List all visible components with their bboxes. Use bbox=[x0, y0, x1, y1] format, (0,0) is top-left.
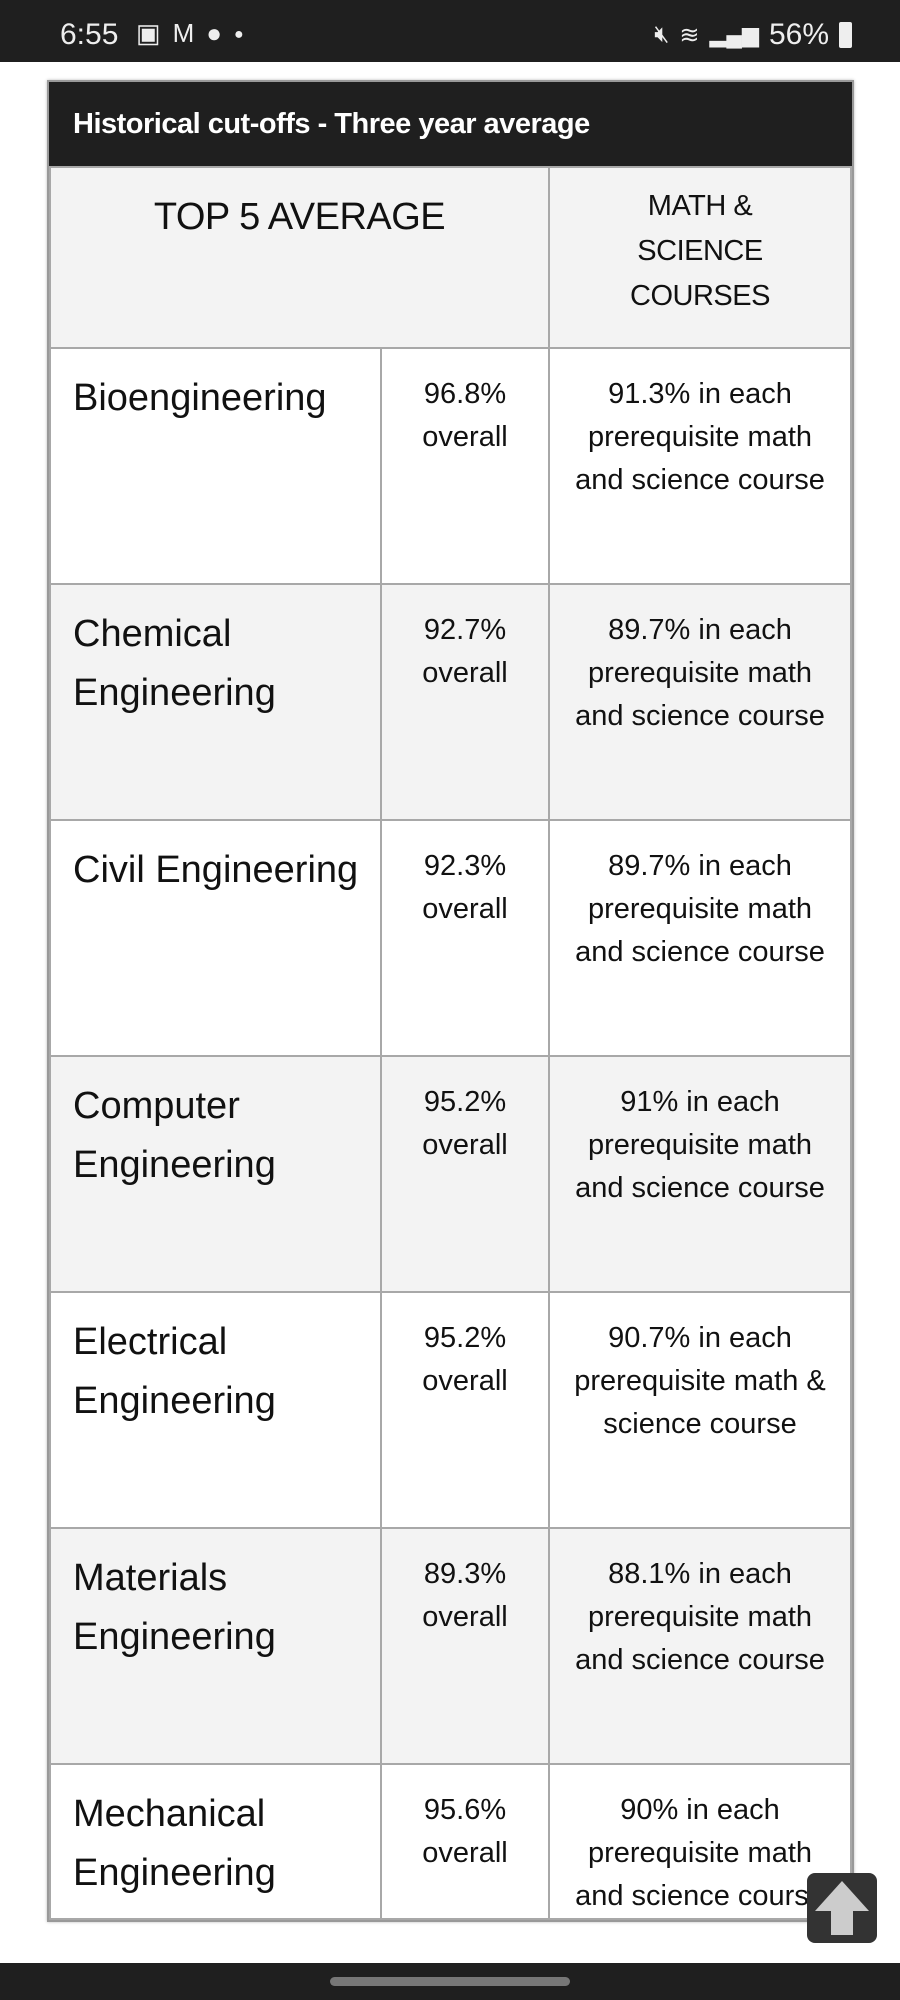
table-title: Historical cut-offs - Three year average bbox=[49, 82, 852, 166]
math-science-requirement: 91% in each prerequisite math and scienc… bbox=[548, 1055, 852, 1293]
top5-average: 95.2% overall bbox=[380, 1055, 550, 1293]
clock: 6:55 bbox=[60, 18, 119, 51]
program-name: Materials Engineering bbox=[49, 1527, 382, 1765]
math-science-requirement: 89.7% in each prerequisite math and scie… bbox=[548, 583, 852, 821]
battery-icon bbox=[839, 22, 852, 48]
signal-icon: ▂▄▆ bbox=[709, 22, 759, 47]
page-content[interactable]: Historical cut-offs - Three year average… bbox=[0, 0, 900, 1922]
table-row: Bioengineering 96.8% overall 91.3% in ea… bbox=[49, 347, 852, 585]
math-science-requirement: 91.3% in each prerequisite math and scie… bbox=[548, 347, 852, 585]
gmail-icon: M bbox=[172, 18, 195, 48]
program-name: Bioengineering bbox=[49, 347, 382, 585]
top5-average: 92.3% overall bbox=[380, 819, 550, 1057]
navigation-bar bbox=[0, 1963, 900, 2000]
home-gesture-handle[interactable] bbox=[330, 1977, 570, 1986]
status-bar: 6:55 ▣ M ● ● 🔇︎ ≋ ▂▄▆ 56% bbox=[0, 0, 900, 62]
program-name: Chemical Engineering bbox=[49, 583, 382, 821]
math-science-requirement: 90.7% in each prerequisite math & scienc… bbox=[548, 1291, 852, 1529]
reddit-icon: ● bbox=[206, 18, 222, 48]
top5-average: 89.3% overall bbox=[380, 1527, 550, 1765]
top5-average: 96.8% overall bbox=[380, 347, 550, 585]
top5-average: 95.2% overall bbox=[380, 1291, 550, 1529]
program-name: Computer Engineering bbox=[49, 1055, 382, 1293]
math-science-requirement: 89.7% in each prerequisite math and scie… bbox=[548, 819, 852, 1057]
wifi-icon: ≋ bbox=[679, 21, 700, 49]
table-row: Electrical Engineering 95.2% overall 90.… bbox=[49, 1291, 852, 1529]
dot-icon: ● bbox=[233, 26, 244, 43]
table-row: Civil Engineering 92.3% overall 89.7% in… bbox=[49, 819, 852, 1057]
mute-icon: 🔇︎ bbox=[654, 21, 670, 48]
program-name: Civil Engineering bbox=[49, 819, 382, 1057]
header-math-science: MATH & SCIENCE COURSES bbox=[548, 166, 852, 349]
arrow-up-icon bbox=[815, 1881, 869, 1935]
table-row: Chemical Engineering 92.7% overall 89.7%… bbox=[49, 583, 852, 821]
battery-level: 56% bbox=[768, 18, 829, 51]
header-top5-average: TOP 5 AVERAGE bbox=[49, 166, 550, 349]
top5-average: 92.7% overall bbox=[380, 583, 550, 821]
top5-average: 95.6% overall bbox=[380, 1763, 550, 1920]
program-name: Electrical Engineering bbox=[49, 1291, 382, 1529]
scroll-to-top-button[interactable] bbox=[807, 1873, 877, 1943]
gallery-icon: ▣ bbox=[136, 18, 161, 48]
table-row: Materials Engineering 89.3% overall 88.1… bbox=[49, 1527, 852, 1765]
program-name: Mechanical Engineering bbox=[49, 1763, 382, 1920]
math-science-requirement: 90% in each prerequisite math and scienc… bbox=[548, 1763, 852, 1920]
cutoffs-table: Historical cut-offs - Three year average… bbox=[47, 80, 854, 1922]
math-science-requirement: 88.1% in each prerequisite math and scie… bbox=[548, 1527, 852, 1765]
table-row: Mechanical Engineering 95.6% overall 90%… bbox=[49, 1763, 852, 1920]
table-row: Computer Engineering 95.2% overall 91% i… bbox=[49, 1055, 852, 1293]
